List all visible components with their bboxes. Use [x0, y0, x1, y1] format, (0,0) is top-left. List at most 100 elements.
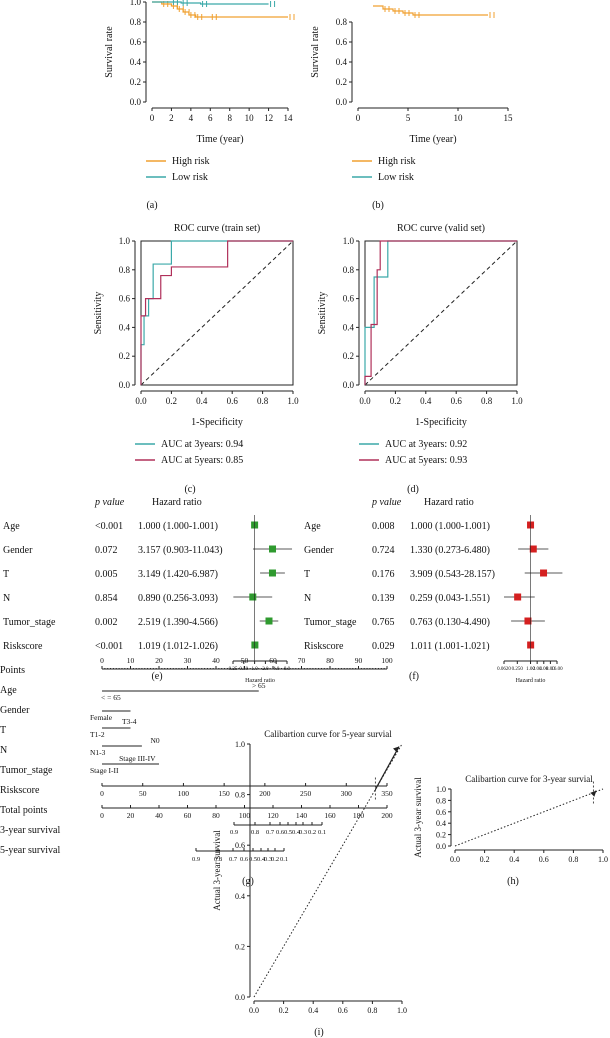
panel-b-y-tick-label: 0.2 [336, 77, 347, 87]
panel-e-hr-marker [268, 569, 276, 577]
panel-d-y-tick-label: 0.6 [343, 294, 355, 304]
panel-i-y-tick-label: 0.0 [235, 993, 245, 1002]
nomogram-n-level: N1-3 [90, 748, 106, 757]
nomogram-points-tick-label: 80 [326, 656, 334, 665]
panel-h-arrowhead [590, 790, 597, 797]
panel-b-x-tick-label: 15 [504, 113, 514, 123]
panel-d-title: ROC curve (valid set) [397, 223, 485, 234]
panel-d-x-tick-label: 0.8 [481, 396, 493, 406]
nomogram-total-tick-label: 40 [155, 811, 163, 820]
panel-h-y-tick-label: 0.0 [436, 842, 446, 851]
panel-i-x-tick-label: 0.6 [338, 1006, 348, 1015]
panel-f-x-tick-label: 2.00 [533, 667, 542, 672]
panel-e-row-pvalue: <0.001 [95, 521, 123, 532]
panel-i-y-tick-label: 0.8 [235, 791, 245, 800]
panel-i-calibration-line [374, 746, 400, 790]
nomogram-age-level: < = 65 [101, 693, 121, 702]
nomogram-t-level: T1-2 [90, 730, 105, 739]
nomogram-total-tick-label: 20 [127, 811, 135, 820]
nomogram-row-label: 3-year survival [0, 825, 60, 836]
panel-e-hr-marker [265, 617, 273, 625]
panel-f-row-pvalue: 0.765 [372, 617, 395, 628]
panel-e-row-hr-text: 3.149 (1.420-6.987) [138, 569, 218, 580]
panel-i-x-tick-label: 0.2 [279, 1006, 289, 1015]
panel-label: (a) [146, 200, 157, 211]
panel-e-row-hr-text: 0.890 (0.256-3.093) [138, 593, 218, 604]
panel-a-y-tick-label: 1.0 [130, 0, 142, 7]
panel-e-row-name: N [3, 593, 10, 604]
nomogram-points-tick-label: 30 [184, 656, 192, 665]
panel-d-y-tick-label: 0.0 [343, 380, 355, 390]
nomogram-5y-tick-label: 0.7 [229, 856, 238, 863]
nomogram-riskscore-tick-label: 350 [381, 789, 393, 798]
panel-e-row-pvalue: 0.002 [95, 617, 118, 628]
panel-b-legend-label: Low risk [378, 172, 414, 183]
panel-f-x-tick-label: 0.0620 [497, 667, 511, 672]
panel-d-x-tick-label: 0.6 [451, 396, 463, 406]
panel-a-y-tick-label: 0.8 [130, 17, 142, 27]
panel-e-row-pvalue: 0.854 [95, 593, 118, 604]
nomogram-row-label: Points [0, 665, 25, 676]
nomogram-3y-tick-label: 0.1 [318, 829, 326, 836]
panel-a-legend-label: Low risk [172, 172, 208, 183]
panel-c-y-tick-label: 1.0 [119, 236, 131, 246]
nomogram-points-tick-label: 20 [155, 656, 163, 665]
panel-f-x-tick-label: 4.00 [539, 667, 548, 672]
panel-a-x-tick-label: 0 [150, 113, 155, 123]
nomogram-total-tick-label: 80 [212, 811, 220, 820]
nomogram-points-tick-label: 40 [212, 656, 220, 665]
nomogram-points-tick-label: 70 [298, 656, 306, 665]
nomogram-3y-tick-label: 0.3 [299, 829, 307, 836]
nomogram-row-label: Tumor_stage [0, 765, 53, 776]
nomogram-5y-tick-label: 0.5 [249, 856, 257, 863]
panel-f-header-hr: Hazard ratio [424, 497, 474, 508]
nomogram-total-tick-label: 180 [353, 811, 365, 820]
nomogram-total-tick-label: 100 [239, 811, 251, 820]
nomogram-riskscore-tick-label: 200 [259, 789, 271, 798]
panel-e-row-name: Tumor_stage [3, 617, 56, 628]
panel-i-x-tick-label: 0.4 [308, 1006, 318, 1015]
panel-f-row-hr-text: 1.011 (1.001-1.021) [410, 641, 490, 652]
panel-c-y-tick-label: 0.6 [119, 294, 131, 304]
panel-a-y-tick-label: 0.4 [130, 57, 142, 67]
panel-e-row-hr-text: 1.000 (1.000-1.001) [138, 521, 218, 532]
panel-f-row-hr-text: 0.259 (0.043-1.551) [410, 593, 490, 604]
panel-d-y-tick-label: 0.4 [343, 322, 355, 332]
panel-i-y-tick-label: 0.2 [235, 942, 245, 951]
nomogram-n-level: N0 [150, 736, 159, 745]
panel-h-reference-diagonal [454, 788, 604, 847]
panel-h-y-tick-label: 0.4 [436, 819, 446, 828]
panel-label: (b) [372, 200, 384, 211]
nomogram-3y-tick-label: 0.5 [284, 829, 292, 836]
panel-e-row-pvalue: <0.001 [95, 641, 123, 652]
panel-c-reference-diagonal [140, 240, 294, 386]
panel-b-x-axis-label: Time (year) [409, 134, 456, 145]
nomogram-riskscore-tick-label: 50 [139, 789, 147, 798]
panel-b-y-tick-label: 0.0 [336, 97, 348, 107]
panel-f-x-tick-label: 16.00 [551, 667, 563, 672]
panel-d-y-tick-label: 0.2 [343, 351, 354, 361]
panel-h-title: Calibartion curve for 3-year survial [465, 774, 593, 784]
panel-f-row-pvalue: 0.008 [372, 521, 395, 532]
panel-c-title: ROC curve (train set) [174, 223, 260, 234]
panel-f-row-hr-text: 3.909 (0.543-28.157) [410, 569, 495, 580]
panel-h-x-tick-label: 0.2 [480, 855, 490, 864]
panel-a-x-tick-label: 12 [264, 113, 273, 123]
panel-c-legend-label: AUC at 3years: 0.94 [161, 439, 243, 450]
panel-f-x-tick-label: 8.00 [546, 667, 555, 672]
nomogram-riskscore-tick-label: 0 [100, 789, 104, 798]
panel-h-x-tick-label: 0.0 [450, 855, 460, 864]
nomogram-riskscore-tick-label: 300 [341, 789, 353, 798]
panel-c-x-tick-label: 0.4 [196, 396, 208, 406]
nomogram-points-tick-label: 100 [381, 656, 393, 665]
panel-b-y-tick-label: 0.8 [336, 17, 348, 27]
panel-f-row-name: Riskscore [304, 641, 344, 652]
nomogram-total-tick-label: 140 [296, 811, 308, 820]
panel-f-row-hr-text: 1.000 (1.000-1.001) [410, 521, 490, 532]
nomogram-3y-tick-label: 0.2 [308, 829, 316, 836]
nomogram-row-label: Riskscore [0, 785, 40, 796]
nomogram-5y-tick-label: 0.1 [280, 856, 288, 863]
nomogram-total-tick-label: 0 [100, 811, 104, 820]
panel-e-x-axis-label: Hazard ratio [245, 678, 275, 684]
nomogram-5y-tick-label: 0.6 [240, 856, 249, 863]
